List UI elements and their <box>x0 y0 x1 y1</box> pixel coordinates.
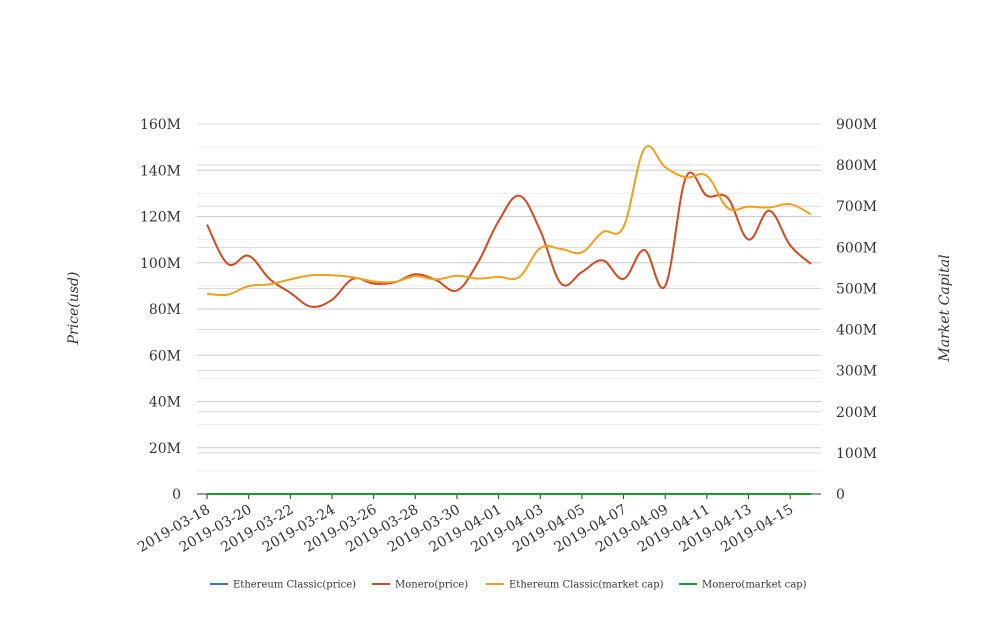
tick-labels: 0 20M 40M 60M 80M 100M 120M 140M 160M 0 100M 200M 30… <box>135 117 877 556</box>
legend-label: Ethereum Classic(price) <box>233 580 356 591</box>
y-axis-right-title: Market Capital <box>937 254 953 362</box>
y-tick-right-label: 600M <box>836 240 877 256</box>
y-tick-right-label: 200M <box>836 405 877 421</box>
y-tick-left-label: 0 <box>172 487 181 503</box>
y-tick-right-label: 100M <box>836 446 877 462</box>
y-tick-right-label: 300M <box>836 364 877 380</box>
y-tick-right-label: 900M <box>836 117 877 133</box>
y-tick-right-label: 800M <box>836 158 877 174</box>
series-lines <box>206 145 812 495</box>
y-tick-right-label: 700M <box>836 199 877 215</box>
series-line-monero-price <box>206 171 812 308</box>
series-line-ethereum-classic-market-cap <box>206 145 812 297</box>
y-tick-right-label: 400M <box>836 323 877 339</box>
legend-label: Ethereum Classic(market cap) <box>509 580 664 591</box>
y-tick-right-label: 500M <box>836 281 877 297</box>
y-tick-left-label: 160M <box>140 117 181 133</box>
y-axis-left-title: Price(usd) <box>66 272 82 346</box>
y-tick-left-label: 40M <box>149 395 181 411</box>
y-tick-left-label: 80M <box>149 302 181 318</box>
grid <box>197 123 821 472</box>
legend-label: Monero(price) <box>395 580 468 591</box>
legend: Ethereum Classic(price) Monero(price) Ethe… <box>210 580 807 591</box>
legend-label: Monero(market cap) <box>702 580 807 591</box>
y-tick-left-label: 140M <box>140 163 181 179</box>
y-tick-left-label: 120M <box>140 210 181 226</box>
y-tick-left-label: 20M <box>149 441 181 457</box>
y-tick-left-label: 100M <box>140 256 181 272</box>
y-tick-left-label: 60M <box>149 348 181 364</box>
y-tick-right-label: 0 <box>836 487 845 503</box>
